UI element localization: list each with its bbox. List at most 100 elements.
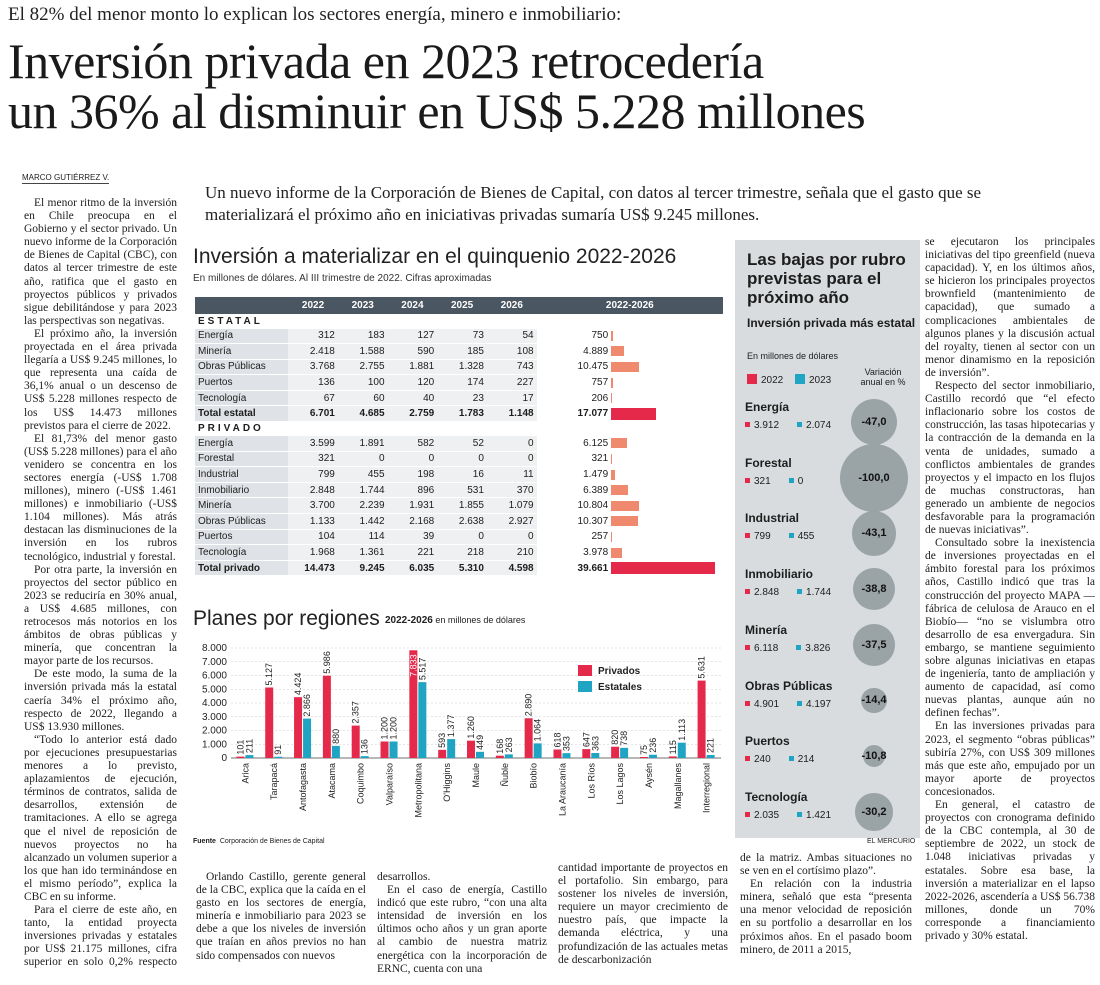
variation-value: -43,1	[861, 527, 887, 540]
table-row-total: 1.479	[536, 466, 612, 483]
table-value: 6.035	[387, 559, 438, 577]
paragraph: Respecto del sector inmobiliario, Castil…	[925, 380, 1095, 537]
table-section-label: PRIVADO	[195, 421, 723, 437]
table-value: 3.768	[288, 359, 338, 376]
table-row-label: Minería	[195, 343, 289, 360]
data-label: 880	[331, 729, 341, 744]
x-category-label: Atacama	[327, 763, 337, 799]
table-value: 185	[437, 343, 487, 360]
value-2022: 240	[754, 754, 771, 766]
table-bar-cell	[611, 343, 723, 360]
bar-estatales	[360, 756, 369, 758]
table-header-cell: 2026	[486, 297, 537, 315]
table-row-total: 206	[536, 390, 612, 407]
table-row-total: 17.077	[536, 405, 612, 423]
swatch-2022	[745, 477, 750, 483]
table-value: 1.442	[337, 513, 388, 530]
bar-estatales	[331, 745, 340, 758]
paragraph: de la matriz. Ambas situaciones no se ve…	[740, 852, 912, 878]
swatch-2022	[745, 533, 750, 539]
table-row-label: Puertos	[195, 374, 289, 391]
table-value: 590	[387, 343, 438, 360]
headline: Inversión privada en 2023 retrocedería u…	[8, 36, 1098, 136]
table-subtitle: En millones de dólares. Al III trimestre…	[193, 273, 492, 284]
paragraph: Por otra parte, la inversión en proyecto…	[24, 563, 177, 668]
bar-privados	[639, 756, 648, 758]
swatch-2023	[788, 756, 794, 762]
table-value: 6.701	[288, 405, 338, 423]
legend-label: Estatales	[598, 682, 642, 693]
table-row-total: 10.307	[536, 513, 612, 530]
sidebar-unit: En millones de dólares	[747, 351, 839, 361]
y-tick-label: 4.000	[202, 698, 227, 709]
paragraph: se ejecutaron los principales iniciativa…	[925, 236, 1095, 379]
data-label: 7.833	[408, 654, 418, 677]
data-label: 221	[706, 738, 716, 753]
data-label: 168	[495, 739, 505, 754]
paragraph: Para el cierre de este año, en tanto, la…	[24, 904, 177, 971]
variation-value: -100,0	[858, 471, 890, 484]
headline-line-2: un 36% al disminuir en US$ 5.228 millone…	[8, 83, 866, 139]
table-header-cell: 2025	[437, 297, 487, 315]
x-category-label: Ñuble	[500, 763, 510, 787]
chart-period: 2022-2026	[385, 615, 433, 626]
swatch-2023	[788, 533, 794, 539]
table-value: 2.239	[337, 497, 388, 515]
table-value: 0	[486, 451, 537, 468]
kicker: El 82% del menor monto lo explican los s…	[8, 4, 622, 25]
x-category-label: Coquimbo	[356, 763, 366, 804]
byline: MARCO GUTIÉRREZ V.	[22, 173, 110, 184]
rubro-item: Obras Públicas 4.901 4.197	[745, 679, 832, 710]
swatch-2022	[745, 811, 750, 817]
swatch-2023	[797, 700, 803, 706]
y-tick-label: 7.000	[202, 657, 227, 668]
table-row-label: Obras Públicas	[195, 359, 289, 376]
table-value: 221	[387, 544, 438, 561]
table-header-cell: 2023	[337, 297, 388, 315]
table-value: 3.599	[288, 435, 338, 452]
rubro-values: 799 455	[745, 531, 814, 542]
table-row-total: 750	[536, 328, 612, 345]
x-category-label: Maule	[471, 763, 481, 788]
chart-unit: en millones de dólares	[435, 615, 526, 625]
table-row-total: 39.661	[536, 559, 612, 577]
bar-privados	[438, 749, 447, 758]
bar-estatales	[591, 753, 600, 758]
table-row: Puertos 104 114 39 0 0 257	[195, 529, 723, 546]
table-row-label: Energía	[195, 328, 289, 345]
value-2022: 321	[754, 475, 771, 487]
value-2023: 4.197	[806, 698, 832, 710]
chart-title: Planes por regiones	[193, 607, 380, 630]
table-row-label: Forestal	[195, 451, 289, 468]
rubro-item: Forestal 321 0	[745, 456, 803, 487]
row-bar	[611, 485, 628, 496]
x-category-label: La Araucanía	[557, 763, 567, 816]
x-category-label: Tarapacá	[269, 763, 279, 800]
variation-circle: -100,0	[840, 443, 908, 512]
lead-paragraph: Un nuevo informe de la Corporación de Bi…	[205, 183, 982, 224]
investment-table: 2022 2023 2024 2025 2026 2022-2026 ESTATAL Ener…	[195, 297, 723, 577]
variation-circle: -37,5	[853, 623, 895, 666]
x-category-label: Interregional	[702, 763, 712, 813]
source-label: Fuente	[193, 838, 216, 845]
bar-privados	[294, 697, 303, 758]
row-bar	[611, 393, 612, 404]
bar-estatales	[274, 756, 283, 758]
table-value: 11	[486, 466, 537, 483]
table-value: 9.245	[337, 559, 388, 577]
x-category-label: Antofagasta	[298, 763, 308, 811]
table-header-blank	[195, 297, 289, 315]
swatch-2022	[745, 756, 750, 762]
table-value: 2.759	[387, 405, 438, 423]
table-bar-cell	[611, 544, 723, 561]
table-value: 120	[387, 374, 438, 391]
paragraph: En general, el catastro de proyectos con…	[925, 799, 1095, 942]
bar-estatales	[303, 718, 312, 758]
bar-privados	[380, 741, 389, 758]
source-text: Corporación de Bienes de Capital	[219, 838, 325, 845]
table-row: Energía 3.599 1.891 582 52 0 6.125	[195, 435, 723, 452]
legend-swatch	[578, 665, 592, 676]
data-label: 2.890	[524, 694, 534, 717]
data-label: 91	[273, 745, 283, 755]
table-row-label: Minería	[195, 497, 289, 515]
